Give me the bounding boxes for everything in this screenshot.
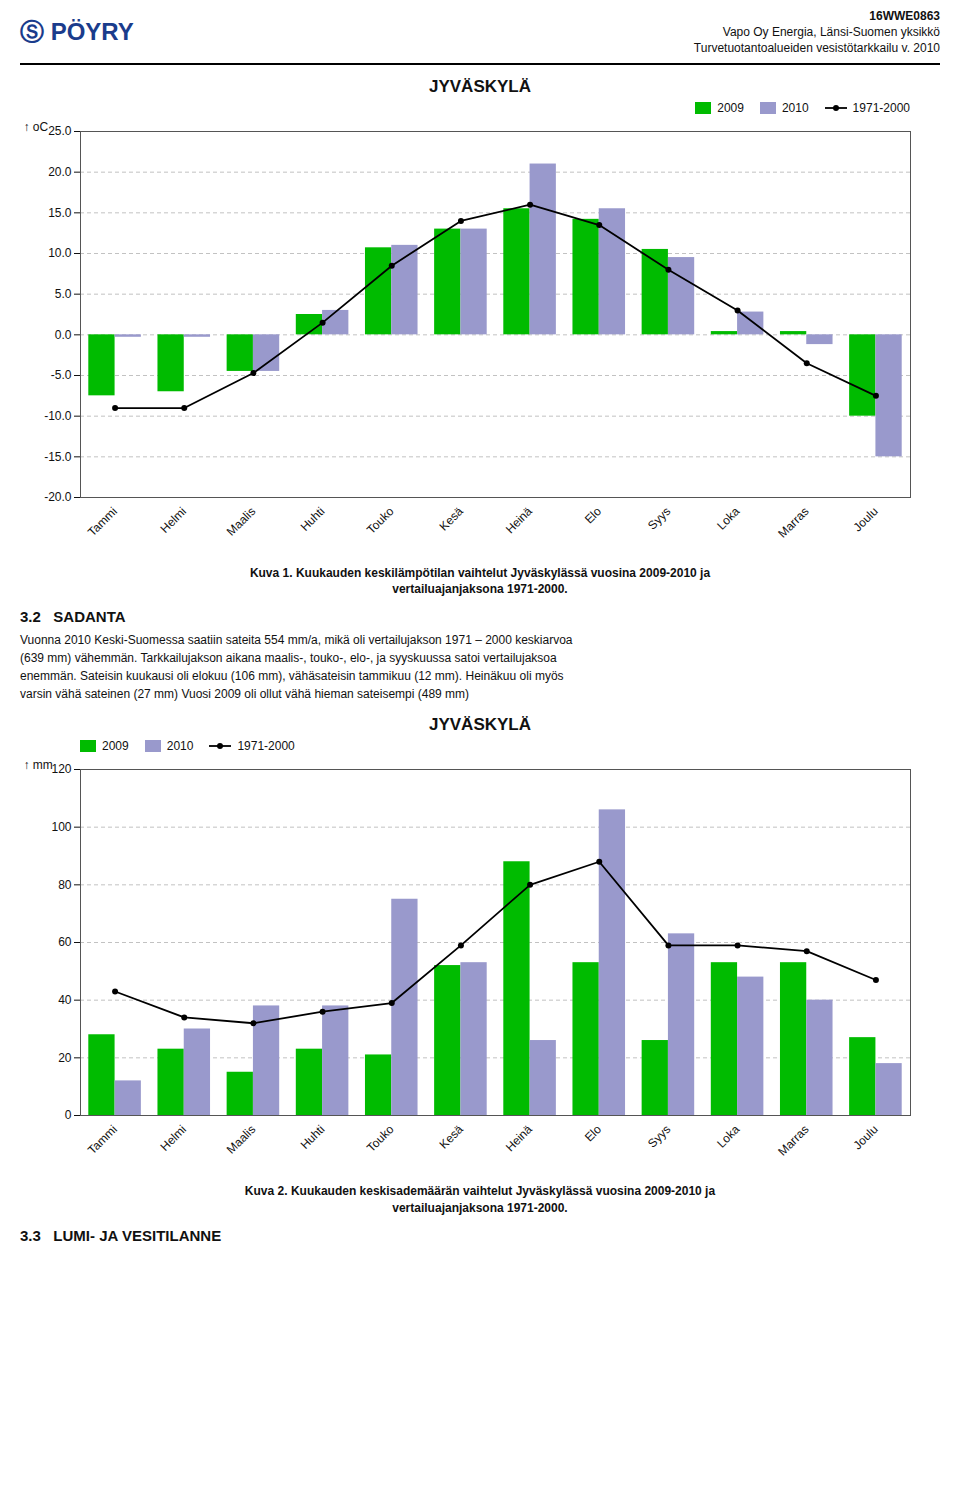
svg-text:120: 120 [51, 762, 71, 776]
svg-text:↑ oC: ↑ oC [24, 120, 49, 134]
svg-text:Heinä: Heinä [503, 504, 535, 536]
svg-text:0.0: 0.0 [55, 327, 72, 341]
svg-text:Joulu: Joulu [851, 1122, 881, 1152]
html-text:Vapo Oy Energia, Länsi-Suomen: Vapo Oy Energia, Länsi-Suomen yksikkö [722, 25, 940, 40]
svg-text:Touko: Touko [364, 504, 397, 537]
svg-text:-5.0: -5.0 [51, 368, 72, 382]
svg-text:20.0: 20.0 [48, 165, 72, 179]
html-text:2009: 2009 [102, 739, 129, 754]
html-text:Ⓢ PÖYRY: Ⓢ PÖYRY [20, 18, 134, 46]
svg-text:Kesä: Kesä [437, 1122, 466, 1151]
svg-text:-10.0: -10.0 [44, 409, 72, 423]
svg-text:Tammi: Tammi [85, 1122, 120, 1157]
svg-text:Huhti: Huhti [298, 504, 328, 534]
svg-text:40: 40 [58, 993, 72, 1007]
svg-text:Maalis: Maalis [224, 504, 258, 538]
html-text:16WWE0863: 16WWE0863 [869, 9, 940, 23]
html-text:1971-2000: 1971-2000 [852, 100, 910, 115]
svg-text:20: 20 [58, 1051, 72, 1065]
html-text:3.2 SADANTA: 3.2 SADANTA [20, 608, 126, 626]
svg-text:Marras: Marras [775, 1122, 811, 1158]
html-text:Vuonna 2010 Keski-Suomessa saa: Vuonna 2010 Keski-Suomessa saatiin satei… [20, 633, 573, 702]
svg-text:15.0: 15.0 [48, 205, 72, 219]
svg-text:Elo: Elo [582, 504, 604, 526]
svg-text:Loka: Loka [714, 504, 743, 533]
svg-text:100: 100 [51, 820, 71, 834]
svg-text:Syys: Syys [645, 504, 673, 532]
html-text:Turvetuotantoalueiden vesistöt: Turvetuotantoalueiden vesistötarkkailu v… [693, 41, 940, 56]
svg-text:0: 0 [65, 1108, 72, 1122]
svg-text:Syys: Syys [645, 1122, 673, 1150]
svg-text:Maalis: Maalis [224, 1122, 258, 1156]
html-text:JYVÄSKYLÄ: JYVÄSKYLÄ [429, 76, 531, 96]
svg-text:5.0: 5.0 [55, 287, 72, 301]
svg-text:-15.0: -15.0 [44, 449, 72, 463]
html-text:2010: 2010 [166, 739, 194, 754]
svg-text:↑ mm: ↑ mm [24, 758, 53, 772]
svg-text:Helmi: Helmi [157, 1122, 189, 1154]
html-text:1971-2000: 1971-2000 [237, 739, 295, 754]
svg-text:Kesä: Kesä [437, 504, 466, 533]
svg-text:25.0: 25.0 [48, 124, 72, 138]
svg-text:Heinä: Heinä [503, 1122, 535, 1154]
svg-text:60: 60 [58, 935, 72, 949]
svg-text:80: 80 [58, 878, 72, 892]
svg-text:10.0: 10.0 [48, 246, 72, 260]
svg-text:Elo: Elo [582, 1122, 604, 1144]
svg-text:Marras: Marras [775, 504, 811, 540]
svg-text:Huhti: Huhti [298, 1122, 328, 1152]
html-text:Kuva 2. Kuukauden keskisademää: Kuva 2. Kuukauden keskisademäärän vaihte… [244, 1184, 716, 1215]
svg-text:Helmi: Helmi [157, 504, 189, 536]
html-text:2010: 2010 [781, 100, 809, 115]
html-text:3.3 LUMI- JA VESITILANNE: 3.3 LUMI- JA VESITILANNE [20, 1226, 222, 1244]
svg-text:Touko: Touko [364, 1122, 397, 1155]
html-text:2009: 2009 [717, 100, 744, 115]
html-text:JYVÄSKYLÄ: JYVÄSKYLÄ [429, 715, 531, 735]
html-text:Kuva 1. Kuukauden keskilämpöti: Kuva 1. Kuukauden keskilämpötilan vaihte… [249, 565, 711, 597]
svg-text:Joulu: Joulu [851, 504, 881, 534]
svg-text:-20.0: -20.0 [44, 490, 72, 504]
svg-text:Tammi: Tammi [85, 504, 120, 539]
svg-text:Loka: Loka [714, 1122, 743, 1151]
